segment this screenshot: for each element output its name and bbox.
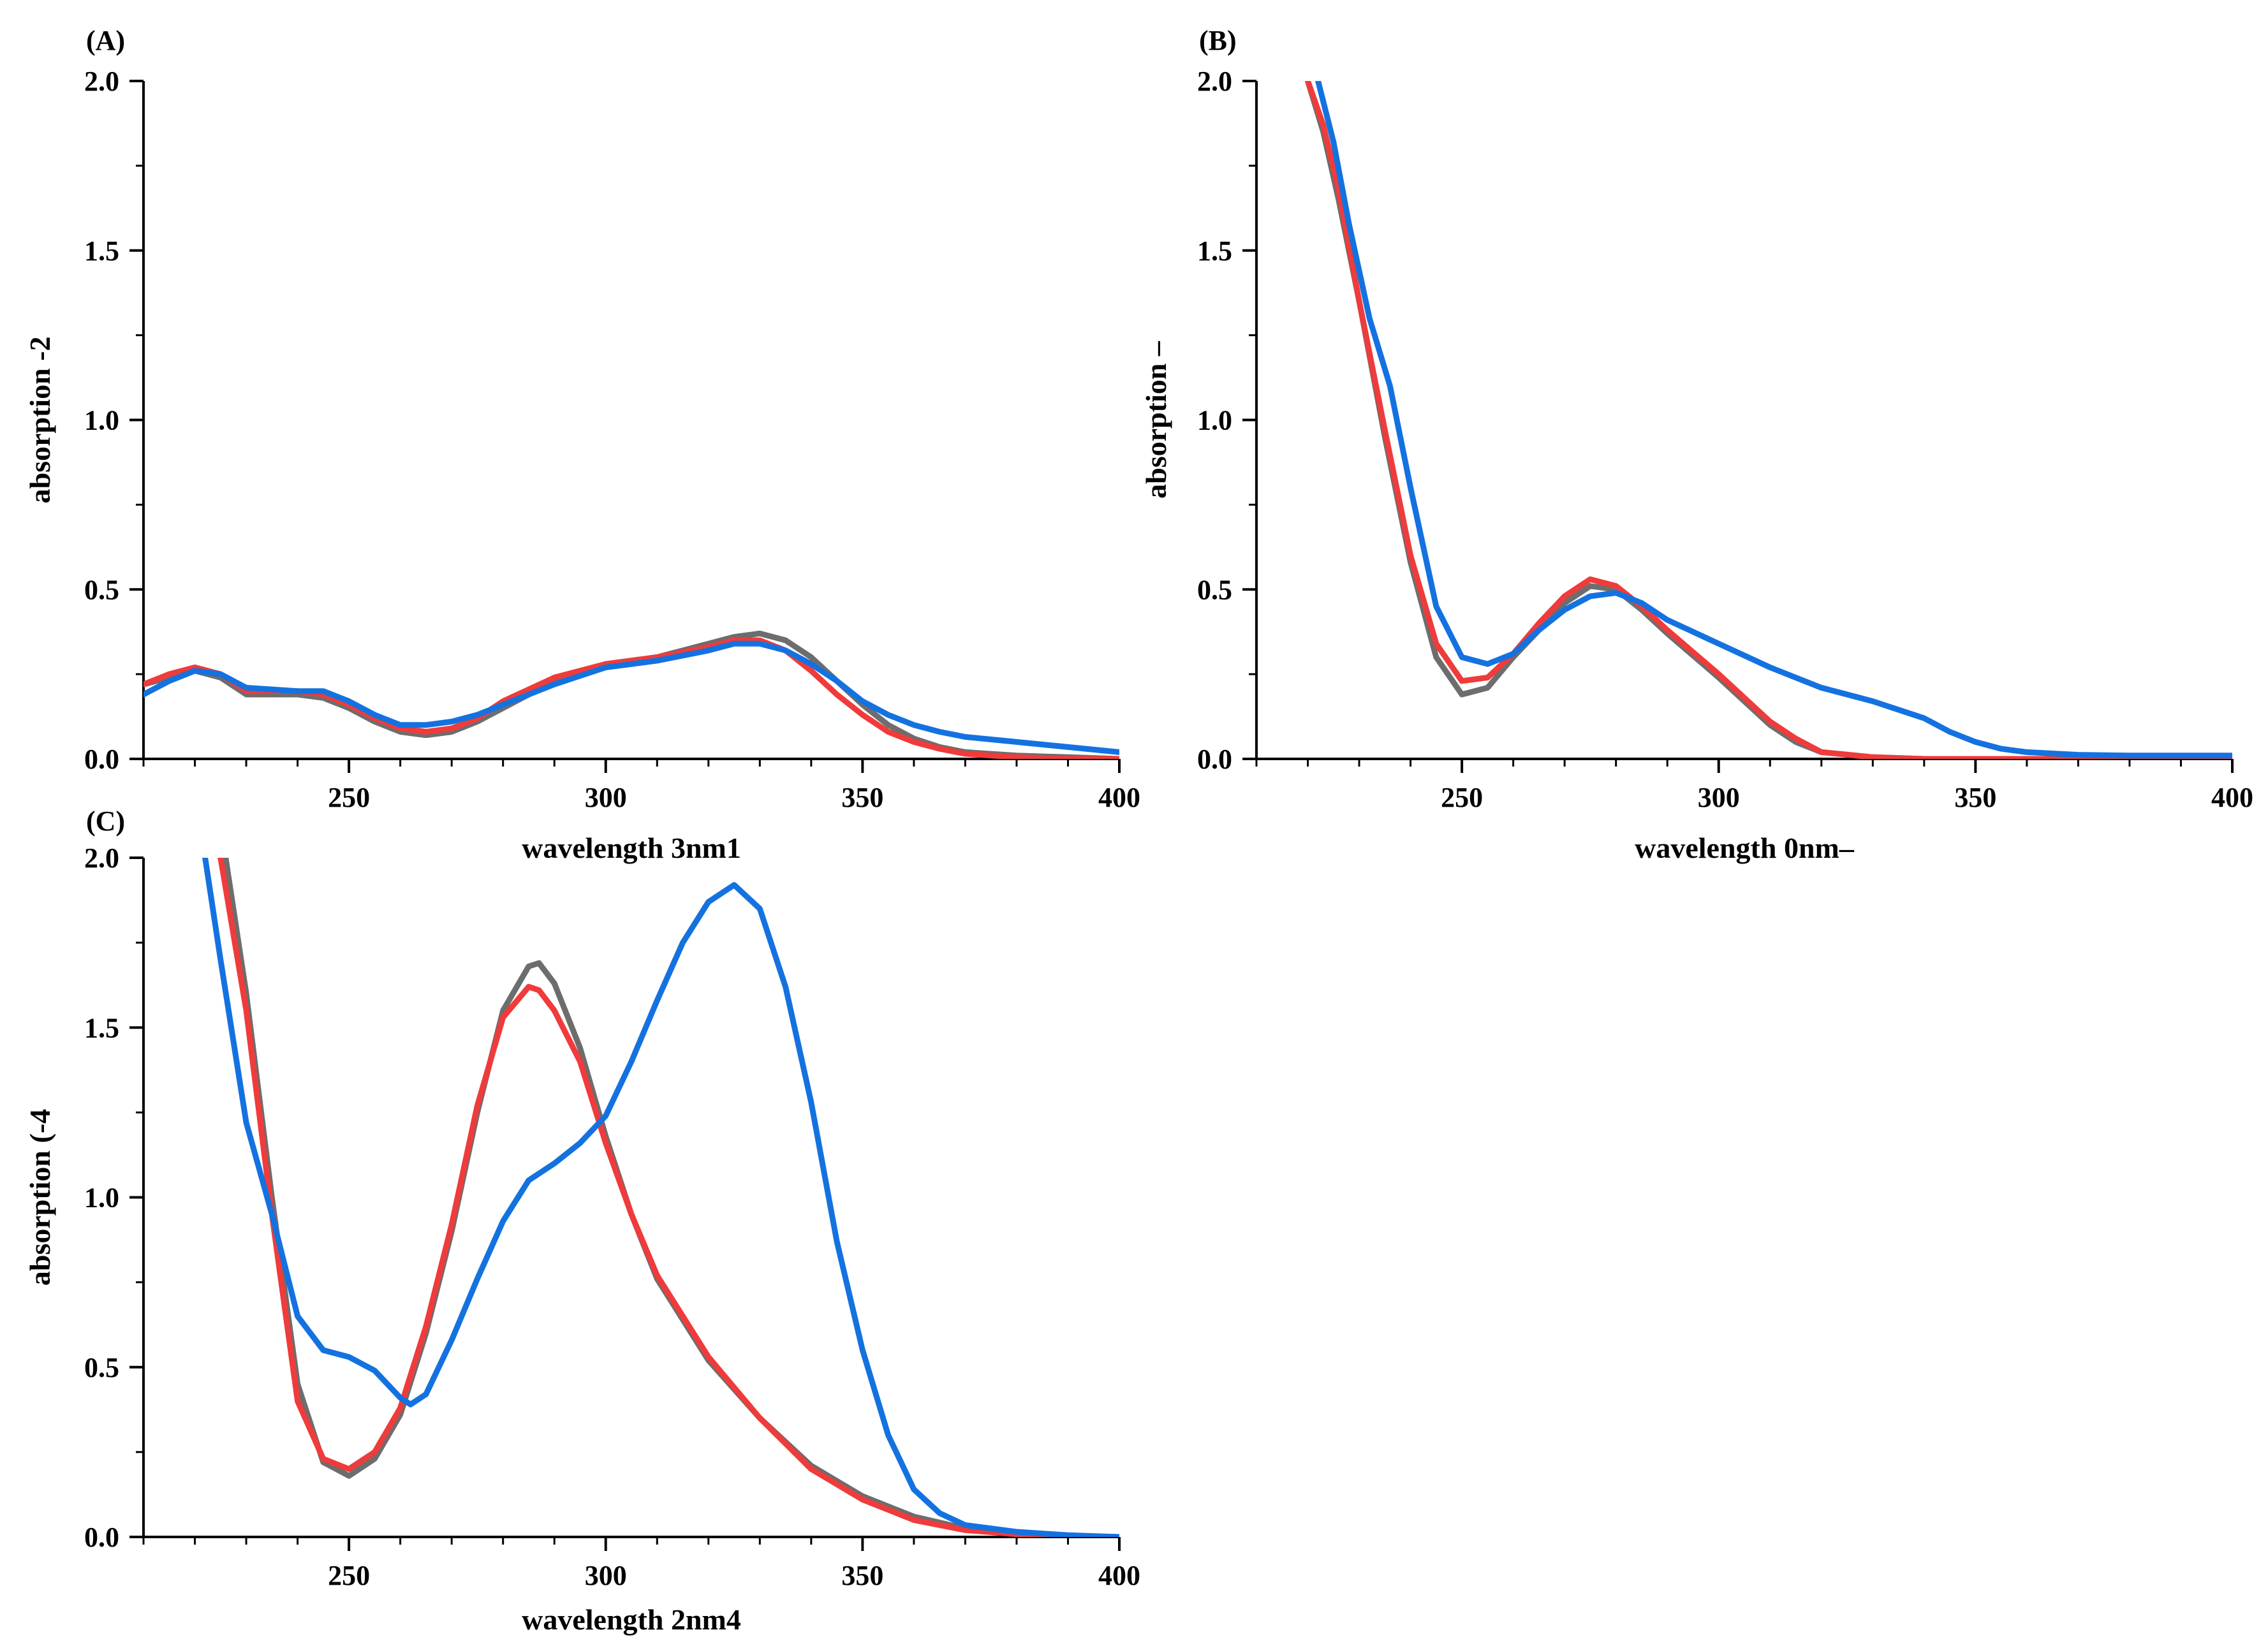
series-line-red bbox=[1305, 81, 2232, 759]
y-axis-title: absorption – bbox=[1140, 341, 1172, 499]
x-axis-title: wavelength 3nm1 bbox=[522, 832, 741, 864]
x-tick-label: 400 bbox=[2211, 782, 2253, 813]
y-tick-label: 0.0 bbox=[1197, 744, 1232, 775]
x-tick-label: 350 bbox=[841, 1560, 883, 1591]
y-tick-label: 2.0 bbox=[84, 66, 119, 97]
y-tick-label: 0.5 bbox=[84, 1352, 119, 1383]
x-tick-label: 300 bbox=[585, 782, 627, 813]
x-tick-label: 250 bbox=[1441, 782, 1483, 813]
panel-label: (B) bbox=[1199, 25, 1237, 56]
y-tick-label: 0.5 bbox=[84, 574, 119, 605]
x-tick-label: 350 bbox=[841, 782, 883, 813]
panel-label: (A) bbox=[86, 25, 125, 56]
chart-panel-1: 250 300 350 400 0.0 0.5 1.0 1.5 2.0 (A) wavelength… bbox=[24, 25, 1140, 864]
x-axis-title: wavelength 0nm– bbox=[1635, 832, 1855, 864]
y-axis-title: absorption (-4 bbox=[24, 1109, 56, 1286]
y-tick-label: 0.5 bbox=[1197, 574, 1232, 605]
y-tick-label: 2.0 bbox=[1197, 66, 1232, 97]
y-tick-label: 1.0 bbox=[1197, 405, 1232, 436]
x-axis-title: wavelength 2nm4 bbox=[522, 1603, 741, 1636]
y-tick-label: 1.5 bbox=[1197, 235, 1232, 267]
x-tick-label: 250 bbox=[328, 1560, 370, 1591]
y-tick-label: 1.0 bbox=[84, 1182, 119, 1214]
x-tick-label: 300 bbox=[585, 1560, 627, 1591]
y-tick-label: 1.0 bbox=[84, 405, 119, 436]
x-tick-label: 350 bbox=[1954, 782, 1996, 813]
panel-label: (C) bbox=[86, 805, 125, 837]
y-axis-title: absorption -2 bbox=[24, 337, 56, 504]
series-line-red bbox=[217, 858, 1119, 1537]
series-line-blue bbox=[202, 858, 1119, 1537]
chart-panel-3: 250 300 350 400 0.0 0.5 1.0 1.5 2.0 (C) wavelength… bbox=[24, 805, 1140, 1636]
series-line-blue bbox=[1315, 81, 2232, 759]
y-tick-label: 0.0 bbox=[84, 744, 119, 775]
series-line-blue bbox=[144, 640, 1119, 755]
x-tick-label: 250 bbox=[328, 782, 370, 813]
y-tick-label: 1.5 bbox=[84, 1012, 119, 1043]
chart-panel-2: 250 300 350 400 0.0 0.5 1.0 1.5 2.0 (B) wavelength… bbox=[1140, 25, 2253, 864]
series-line-gray bbox=[223, 858, 1119, 1537]
x-tick-label: 400 bbox=[1098, 1560, 1140, 1591]
y-tick-label: 1.5 bbox=[84, 235, 119, 267]
y-tick-label: 2.0 bbox=[84, 842, 119, 874]
y-tick-label: 0.0 bbox=[84, 1522, 119, 1553]
x-tick-label: 400 bbox=[1098, 782, 1140, 813]
x-tick-label: 300 bbox=[1698, 782, 1740, 813]
